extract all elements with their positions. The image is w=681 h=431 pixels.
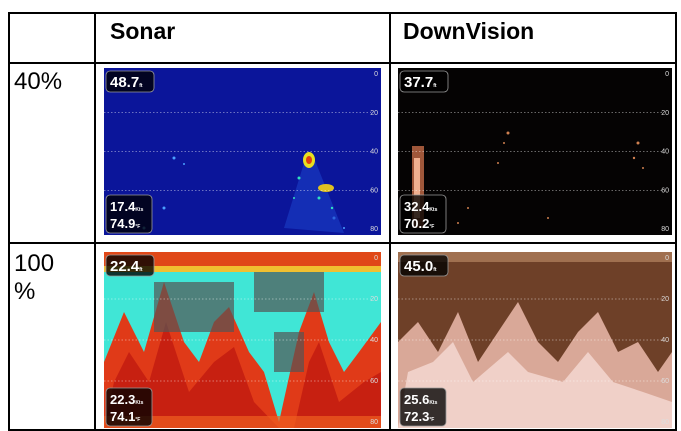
depth-value: 45.0 — [404, 258, 433, 275]
scale-label: 80 — [370, 419, 378, 426]
temp-readout: 70.2°F — [404, 216, 434, 231]
speed-value: 17.4 — [110, 199, 136, 214]
temp-unit: °F — [135, 417, 140, 423]
border — [389, 12, 391, 431]
scale-label: 0 — [665, 255, 669, 262]
temp-value: 74.1 — [110, 409, 135, 424]
column-header: Sonar — [110, 18, 176, 44]
speed-readout: 25.6Kts — [404, 392, 438, 407]
speed-value: 32.4 — [404, 199, 430, 214]
column-header: DownVision — [403, 18, 535, 44]
temp-readout: 74.1°F — [110, 409, 140, 424]
border — [8, 12, 676, 14]
scale-label: 20 — [370, 110, 378, 117]
depth-unit: ft — [139, 83, 143, 89]
border — [94, 12, 96, 431]
speed-readout: 32.4Kts — [404, 199, 438, 214]
scale-label: 0 — [374, 71, 378, 78]
border — [8, 12, 10, 431]
speed-value: 22.3 — [110, 392, 135, 407]
scale-label: 60 — [661, 187, 669, 194]
border — [8, 242, 676, 244]
depth-box — [105, 70, 155, 93]
depth-box — [399, 70, 449, 93]
depth-readout: 45.0ft — [404, 258, 437, 275]
scale-label: 40 — [661, 149, 669, 156]
temp-value: 70.2 — [404, 216, 429, 231]
temp-readout: 74.9°F — [110, 216, 140, 231]
status-box — [399, 387, 447, 427]
scale-label: 20 — [370, 296, 378, 303]
scale-label: 40 — [661, 337, 669, 344]
border — [675, 12, 677, 431]
scale-label: 20 — [661, 110, 669, 117]
status-box — [105, 194, 153, 234]
border — [8, 429, 676, 431]
temp-unit: °F — [429, 417, 434, 423]
depth-unit: ft — [433, 83, 437, 89]
scale-label: 40 — [370, 337, 378, 344]
scale-label: 20 — [661, 296, 669, 303]
scale-label: 60 — [370, 378, 378, 385]
temp-value: 72.3 — [404, 409, 429, 424]
scale-label: 40 — [370, 149, 378, 156]
border — [8, 62, 676, 64]
scale-label: 80 — [661, 226, 669, 233]
depth-value: 22.4 — [110, 258, 140, 275]
depth-value: 48.7 — [110, 74, 139, 91]
scale-label: 0 — [374, 255, 378, 262]
speed-unit: Kts — [429, 207, 437, 213]
row-label: 40% — [14, 68, 63, 95]
scale-label: 60 — [661, 378, 669, 385]
depth-readout: 48.7ft — [110, 74, 143, 91]
temp-unit: °F — [429, 224, 434, 230]
status-box — [105, 387, 153, 427]
temp-unit: °F — [135, 224, 140, 230]
status-box — [399, 194, 447, 234]
speed-unit: Kts — [135, 400, 143, 406]
scale-label: 80 — [661, 419, 669, 426]
depth-box — [105, 254, 155, 277]
temp-value: 74.9 — [110, 216, 135, 231]
depth-value: 37.7 — [404, 74, 433, 91]
depth-box — [399, 254, 449, 277]
temp-readout: 72.3°F — [404, 409, 434, 424]
speed-readout: 22.3Kts — [110, 392, 144, 407]
speed-value: 25.6 — [404, 392, 429, 407]
depth-readout: 22.4ft — [110, 258, 143, 275]
speed-unit: Kts — [429, 400, 437, 406]
scale-label: 60 — [370, 187, 378, 194]
speed-unit: Kts — [135, 207, 143, 213]
depth-unit: ft — [433, 267, 437, 273]
depth-unit: ft — [139, 267, 143, 273]
row-label: 100 % — [14, 250, 55, 305]
scale-label: 0 — [665, 71, 669, 78]
depth-readout: 37.7ft — [404, 74, 437, 91]
speed-readout: 17.4Kts — [110, 199, 144, 214]
scale-label: 80 — [370, 226, 378, 233]
